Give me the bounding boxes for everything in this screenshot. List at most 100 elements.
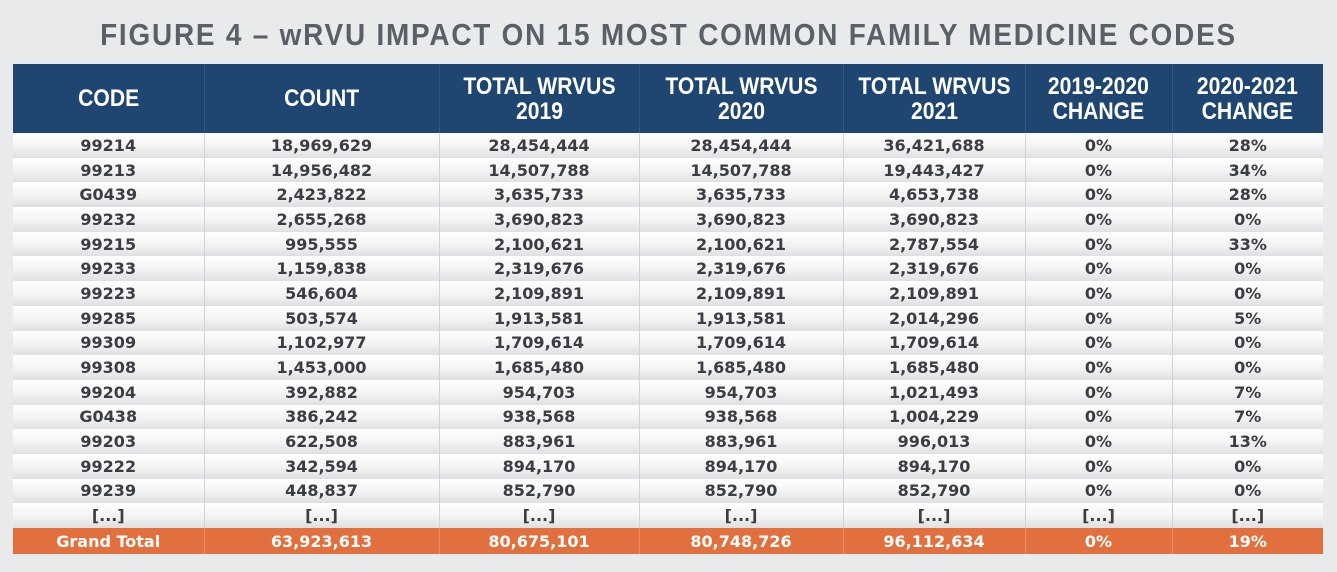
column-header-change-2019-2020: 2019-2020 CHANGE [1025,64,1173,133]
cell-change-2019-2020: 0% [1025,330,1173,356]
cell-change-2020-2021: 0% [1172,330,1323,356]
table-header-row: CODE COUNT TOTAL WRVUS 2019 TOTAL WRVUS 2020 T… [13,64,1323,133]
cell-change-2020-2021: 33% [1172,231,1323,257]
data-table-container: CODE COUNT TOTAL WRVUS 2019 TOTAL WRVUS 2020 T… [13,64,1323,554]
total-cell-change-2019-2020: 0% [1025,528,1173,554]
cell-wrvus-2021: 4,653,738 [843,182,1026,208]
table-row: [...] [...] [...] [...] [...] [...] [...] [13,503,1323,528]
cell-change-2019-2020: 0% [1025,256,1173,282]
cell-wrvus-2021: 2,787,554 [843,231,1026,257]
column-header-label: TOTAL WRVUS 2019 [462,72,616,125]
cell-wrvus-2020: 1,685,480 [639,355,844,380]
column-header-change-2020-2021: 2020-2021 CHANGE [1172,64,1323,133]
table-row: 99213 14,956,482 14,507,788 14,507,788 19,44… [13,157,1323,183]
grand-total-row: Grand Total 63,923,613 80,675,101 80,748,72… [13,528,1323,554]
cell-wrvus-2019: 14,507,788 [439,157,640,183]
cell-wrvus-2019: 883,961 [439,429,640,454]
cell-code: 99232 [13,207,205,232]
cell-change-2019-2020: 0% [1025,355,1173,380]
cell-code: 99215 [13,231,205,257]
column-header-count: COUNT [204,64,440,133]
cell-change-2020-2021: 13% [1172,429,1323,454]
cell-change-2019-2020: 0% [1025,305,1173,331]
cell-wrvus-2021: 1,685,480 [843,355,1026,380]
cell-change-2020-2021: 0% [1172,453,1323,479]
total-cell-wrvus-2020: 80,748,726 [639,528,844,554]
table-row: 99232 2,655,268 3,690,823 3,690,823 3,690,82… [13,207,1323,232]
cell-wrvus-2019: 954,703 [439,379,640,405]
cell-wrvus-2020: 1,709,614 [639,330,844,356]
cell-wrvus-2019: 3,690,823 [439,207,640,232]
column-header-label: 2020-2021 CHANGE [1197,72,1299,125]
cell-wrvus-2020: 3,690,823 [639,207,844,232]
table-row: 99233 1,159,838 2,319,676 2,319,676 2,319,67… [13,256,1323,282]
total-cell-count: 63,923,613 [204,528,440,554]
table-row: 99309 1,102,977 1,709,614 1,709,614 1,709,61… [13,330,1323,356]
column-header-label: COUNT [283,85,360,112]
cell-code: 99213 [13,157,205,183]
cell-count: 1,102,977 [204,330,440,356]
cell-change-2020-2021: 0% [1172,281,1323,306]
column-header-code: CODE [13,64,205,133]
cell-wrvus-2019: [...] [439,503,640,528]
table-row: 99204 392,882 954,703 954,703 1,021,493 0% 7% [13,379,1323,405]
column-header-wrvus-2020: TOTAL WRVUS 2020 [639,64,844,133]
cell-wrvus-2020: 894,170 [639,453,844,479]
column-header-label: CODE [77,85,139,112]
cell-wrvus-2020: 28,454,444 [639,133,844,158]
cell-wrvus-2019: 852,790 [439,478,640,504]
cell-wrvus-2020: 2,319,676 [639,256,844,282]
cell-wrvus-2020: [...] [639,503,844,528]
cell-change-2020-2021: 0% [1172,355,1323,380]
table-row: 99223 546,604 2,109,891 2,109,891 2,109,891 0… [13,281,1323,306]
cell-count: 14,956,482 [204,157,440,183]
cell-wrvus-2019: 1,709,614 [439,330,640,356]
cell-wrvus-2020: 852,790 [639,478,844,504]
cell-change-2019-2020: 0% [1025,182,1173,208]
cell-count: 1,453,000 [204,355,440,380]
cell-wrvus-2021: 1,004,229 [843,404,1026,430]
cell-code: G0438 [13,404,205,430]
table-row: 99308 1,453,000 1,685,480 1,685,480 1,685,48… [13,355,1323,380]
cell-wrvus-2021: 2,319,676 [843,256,1026,282]
cell-count: 995,555 [204,231,440,257]
cell-code: 99239 [13,478,205,504]
cell-change-2020-2021: 5% [1172,305,1323,331]
cell-code: 99214 [13,133,205,158]
cell-count: 1,159,838 [204,256,440,282]
cell-code: G0439 [13,182,205,208]
cell-change-2019-2020: 0% [1025,133,1173,158]
cell-wrvus-2019: 2,109,891 [439,281,640,306]
table-row: G0438 386,242 938,568 938,568 1,004,229 0% 7% [13,404,1323,430]
column-header-wrvus-2019: TOTAL WRVUS 2019 [439,64,640,133]
cell-code: 99233 [13,256,205,282]
cell-change-2020-2021: 28% [1172,133,1323,158]
cell-change-2019-2020: 0% [1025,231,1173,257]
cell-change-2020-2021: 0% [1172,256,1323,282]
table-body: 99214 18,969,629 28,454,444 28,454,444 36,42… [13,133,1323,554]
cell-count: 2,423,822 [204,182,440,208]
table-row: 99222 342,594 894,170 894,170 894,170 0% 0% [13,453,1323,479]
cell-code: 99309 [13,330,205,356]
cell-count: 392,882 [204,379,440,405]
cell-wrvus-2021: 894,170 [843,453,1026,479]
cell-wrvus-2019: 938,568 [439,404,640,430]
column-header-wrvus-2021: TOTAL WRVUS 2021 [843,64,1026,133]
cell-change-2020-2021: 0% [1172,478,1323,504]
cell-count: 386,242 [204,404,440,430]
cell-count: 503,574 [204,305,440,331]
cell-count: 622,508 [204,429,440,454]
cell-wrvus-2021: 1,709,614 [843,330,1026,356]
cell-count: 448,837 [204,478,440,504]
cell-change-2019-2020: 0% [1025,404,1173,430]
cell-wrvus-2021: 3,690,823 [843,207,1026,232]
table-row: 99203 622,508 883,961 883,961 996,013 0% 13% [13,429,1323,454]
cell-wrvus-2019: 2,100,621 [439,231,640,257]
cell-wrvus-2021: 2,109,891 [843,281,1026,306]
cell-code: [...] [13,503,205,528]
table-row: 99239 448,837 852,790 852,790 852,790 0% 0% [13,478,1323,504]
column-header-label: TOTAL WRVUS 2020 [664,72,818,125]
column-header-label: 2019-2020 CHANGE [1047,72,1150,125]
cell-wrvus-2021: 36,421,688 [843,133,1026,158]
cell-change-2020-2021: 7% [1172,404,1323,430]
